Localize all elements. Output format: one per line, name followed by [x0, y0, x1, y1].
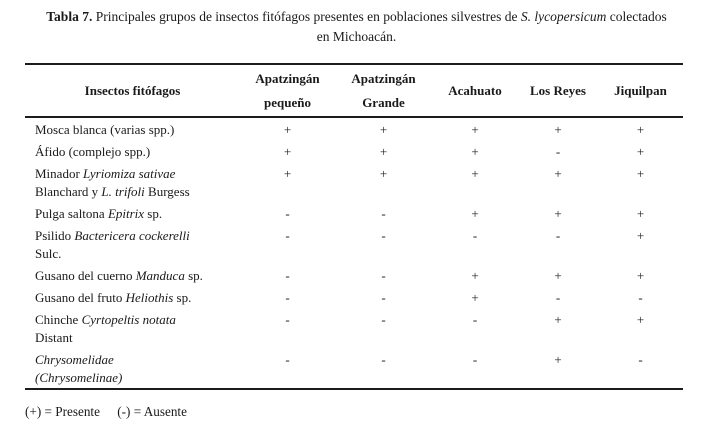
presence-cell: + — [471, 268, 479, 283]
presence-cell: - — [381, 228, 386, 243]
presence-cell: - — [381, 206, 386, 221]
presence-cell: + — [636, 206, 645, 221]
presence-cell: + — [636, 144, 645, 159]
presence-cell: - — [285, 206, 290, 221]
table-row: Áfido (complejo spp.) + + + - + — [25, 140, 683, 162]
presence-cell: + — [636, 228, 645, 243]
insect-label: Psilido Bactericera cockerelli Sulc. — [35, 228, 190, 261]
legend: (+) = Presente (-) = Ausente — [25, 403, 713, 420]
table-row: Gusano del fruto Heliothis sp. - - + - - — [25, 286, 683, 308]
presence-cell: + — [471, 122, 479, 137]
table-row: Minador Lyriomiza sativae Blanchard y L. … — [25, 162, 683, 202]
presence-cell: + — [636, 122, 645, 137]
insects-table: Insectos fitófagos Apatzingán pequeño Apat… — [25, 63, 683, 390]
insect-label: Mosca blanca (varias spp.) — [35, 122, 175, 137]
presence-cell: + — [471, 290, 479, 305]
table-row: Pulga saltona Epitrix sp. - - + + + — [25, 202, 683, 224]
presence-cell: - — [285, 312, 290, 327]
presence-cell: + — [554, 166, 562, 181]
table-header-row: Insectos fitófagos Apatzingán pequeño Apat… — [25, 64, 683, 118]
table-caption: Tabla 7. Principales grupos de insectos … — [6, 0, 707, 47]
presence-cell: - — [638, 352, 643, 367]
presence-cell: - — [285, 290, 290, 305]
table-row: Psilido Bactericera cockerelli Sulc. - - - - + — [25, 224, 683, 264]
presence-cell: + — [379, 122, 388, 137]
presence-cell: + — [636, 312, 645, 327]
column-header-site: Apatzingán Grande — [335, 64, 432, 118]
insect-label: Áfido (complejo spp.) — [35, 144, 151, 159]
presence-cell: + — [379, 144, 388, 159]
presence-cell: - — [555, 144, 561, 159]
presence-cell: - — [472, 312, 478, 327]
presence-cell: - — [555, 290, 561, 305]
presence-cell: + — [554, 206, 562, 221]
column-header-site: Apatzingán pequeño — [240, 64, 335, 118]
column-header-site: Acahuato — [432, 64, 518, 118]
insect-label: Gusano del fruto Heliothis sp. — [35, 290, 192, 305]
insect-label: Chrysomelidae (Chrysomelinae) — [35, 352, 123, 385]
presence-cell: + — [283, 144, 292, 159]
presence-cell: + — [471, 144, 479, 159]
caption-line2: en Michoacán. — [316, 29, 397, 44]
insect-label: Chinche Cyrtopeltis notata Distant — [35, 312, 176, 345]
table-row: Mosca blanca (varias spp.) + + + + + — [25, 117, 683, 140]
insect-label: Pulga saltona Epitrix sp. — [35, 206, 163, 221]
caption-line1: Tabla 7. Principales grupos de insectos … — [46, 9, 667, 24]
presence-cell: - — [285, 228, 290, 243]
presence-cell: - — [285, 352, 290, 367]
table-row: Chrysomelidae (Chrysomelinae) - - - + - — [25, 348, 683, 389]
presence-cell: - — [381, 268, 386, 283]
presence-cell: + — [554, 122, 562, 137]
presence-cell: - — [381, 352, 386, 367]
presence-cell: + — [283, 122, 292, 137]
insect-label: Minador Lyriomiza sativae Blanchard y L. … — [35, 166, 190, 199]
presence-cell: + — [283, 166, 292, 181]
column-header-site: Jiquilpan — [598, 64, 683, 118]
legend-absent: (-) = Ausente — [117, 404, 187, 419]
presence-cell: + — [471, 166, 479, 181]
presence-cell: - — [638, 290, 643, 305]
presence-cell: + — [636, 166, 645, 181]
presence-cell: - — [472, 352, 478, 367]
legend-present: (+) = Presente — [25, 404, 100, 419]
presence-cell: - — [472, 228, 478, 243]
presence-cell: + — [554, 352, 562, 367]
presence-cell: - — [285, 268, 290, 283]
table-row: Gusano del cuerno Manduca sp. - - + + + — [25, 264, 683, 286]
column-header-site: Los Reyes — [518, 64, 598, 118]
table-row: Chinche Cyrtopeltis notata Distant - - - + + — [25, 308, 683, 348]
insect-label: Gusano del cuerno Manduca sp. — [35, 268, 203, 283]
presence-cell: + — [636, 268, 645, 283]
presence-cell: - — [381, 290, 386, 305]
column-header-insects: Insectos fitófagos — [25, 64, 240, 118]
presence-cell: - — [555, 228, 561, 243]
presence-cell: + — [379, 166, 388, 181]
presence-cell: - — [381, 312, 386, 327]
presence-cell: + — [554, 312, 562, 327]
presence-cell: + — [471, 206, 479, 221]
presence-cell: + — [554, 268, 562, 283]
